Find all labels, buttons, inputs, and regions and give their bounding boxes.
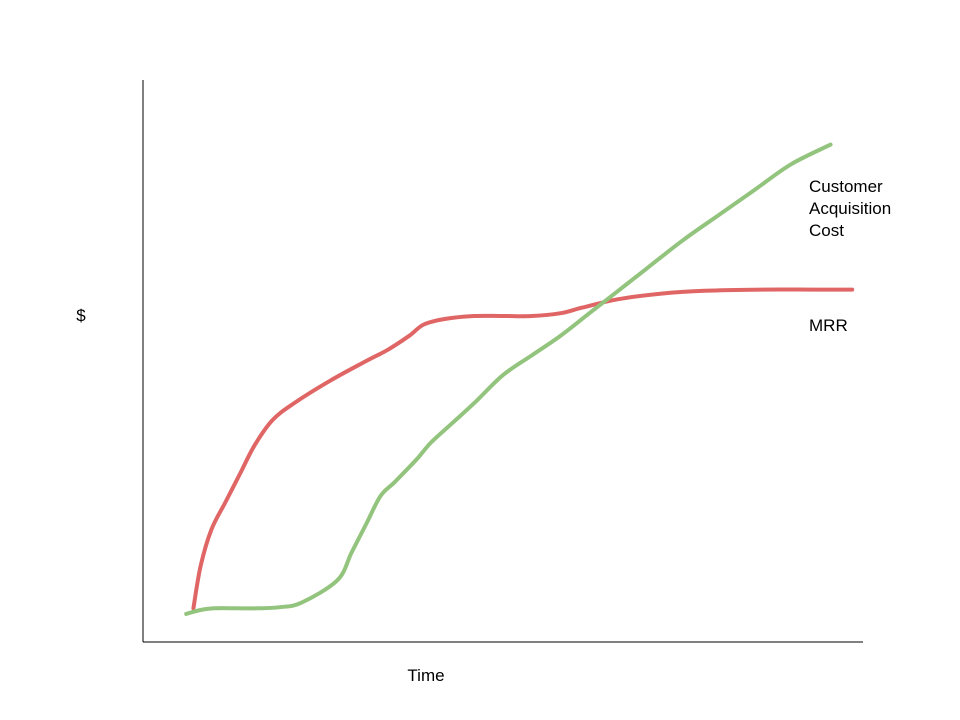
series-label-cac-line-2: Acquisition — [809, 199, 891, 218]
series-label-mrr: MRR — [809, 316, 848, 335]
series-line-customer-acquisition-cost — [184, 142, 833, 616]
axes — [142, 80, 863, 643]
x-axis-label: Time — [407, 666, 444, 685]
series-line-mrr — [191, 287, 855, 611]
series-label-cac: Customer Acquisition Cost — [809, 177, 896, 240]
y-axis-label: $ — [76, 306, 86, 325]
series-layer — [184, 142, 855, 616]
series-label-cac-line-3: Cost — [809, 221, 844, 240]
series-label-cac-line-1: Customer — [809, 177, 883, 196]
